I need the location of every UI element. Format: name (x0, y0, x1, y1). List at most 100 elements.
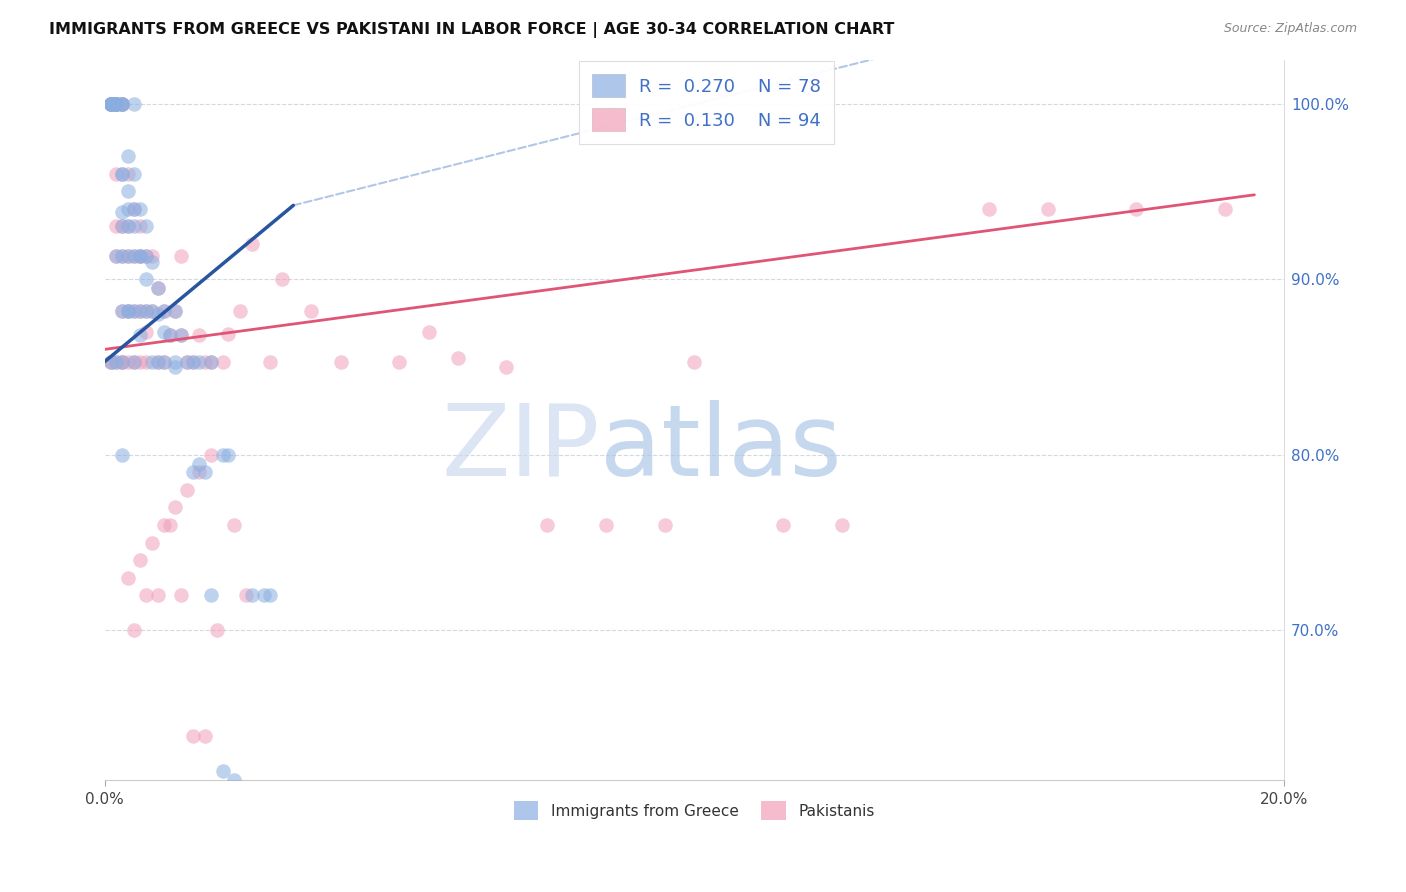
Point (105, 96, 128, 111)
Point (100, 96, 122, 111)
Point (117, 303, 139, 318)
Point (831, 518, 853, 533)
Point (122, 303, 145, 318)
Point (299, 303, 322, 318)
Point (194, 729, 217, 743)
Point (117, 219, 139, 234)
Point (129, 553, 152, 567)
Point (270, 272, 292, 286)
Point (388, 354, 411, 368)
Point (105, 96, 128, 111)
Point (122, 303, 145, 318)
Point (135, 272, 157, 286)
Point (111, 249, 134, 263)
Point (129, 219, 152, 234)
Text: atlas: atlas (600, 400, 842, 497)
Point (100, 96, 122, 111)
Point (141, 254, 163, 268)
Point (100, 96, 122, 111)
Point (122, 219, 145, 234)
Point (772, 518, 794, 533)
Point (135, 354, 157, 368)
Point (200, 588, 222, 602)
Point (135, 249, 157, 263)
Point (100, 96, 122, 111)
Point (135, 249, 157, 263)
Text: IMMIGRANTS FROM GREECE VS PAKISTANI IN LABOR FORCE | AGE 30-34 CORRELATION CHART: IMMIGRANTS FROM GREECE VS PAKISTANI IN L… (49, 22, 894, 38)
Point (224, 518, 246, 533)
Point (188, 328, 211, 343)
Point (122, 249, 145, 263)
Point (152, 354, 174, 368)
Point (111, 354, 134, 368)
Point (117, 219, 139, 234)
Point (135, 588, 157, 602)
Point (135, 219, 157, 234)
Point (141, 249, 163, 263)
Point (141, 303, 163, 318)
Point (194, 354, 217, 368)
Point (117, 167, 139, 181)
Point (111, 96, 134, 111)
Point (111, 205, 134, 219)
Point (111, 96, 134, 111)
Point (117, 303, 139, 318)
Point (122, 249, 145, 263)
Point (105, 96, 128, 111)
Point (447, 351, 470, 366)
Point (117, 303, 139, 318)
Point (224, 772, 246, 787)
Point (122, 167, 145, 181)
Point (129, 202, 152, 216)
Point (170, 328, 193, 343)
Point (105, 354, 128, 368)
Point (117, 149, 139, 163)
Point (105, 354, 128, 368)
Point (165, 500, 187, 515)
Point (129, 354, 152, 368)
Point (200, 354, 222, 368)
Point (146, 588, 169, 602)
Point (100, 96, 122, 111)
Point (146, 354, 169, 368)
Point (165, 359, 187, 374)
Point (329, 354, 352, 368)
Point (181, 354, 204, 368)
Point (170, 588, 193, 602)
Point (176, 354, 198, 368)
Point (181, 729, 204, 743)
Point (205, 624, 228, 638)
Point (135, 303, 157, 318)
Point (146, 354, 169, 368)
Point (111, 96, 134, 111)
Point (170, 249, 193, 263)
Point (240, 588, 263, 602)
Point (188, 354, 211, 368)
Point (141, 303, 163, 318)
Point (165, 354, 187, 368)
Point (111, 303, 134, 318)
Point (117, 571, 139, 585)
Point (105, 96, 128, 111)
Point (135, 303, 157, 318)
Point (188, 465, 211, 479)
Point (117, 202, 139, 216)
Point (122, 354, 145, 368)
Point (111, 219, 134, 234)
Point (100, 354, 122, 368)
Point (200, 354, 222, 368)
Point (146, 281, 169, 295)
Point (152, 325, 174, 339)
Point (200, 448, 222, 462)
Point (111, 354, 134, 368)
Point (165, 303, 187, 318)
Point (259, 354, 281, 368)
Point (122, 96, 145, 111)
Point (211, 448, 233, 462)
Point (100, 96, 122, 111)
Point (105, 167, 128, 181)
Point (122, 354, 145, 368)
Point (194, 465, 217, 479)
Point (122, 624, 145, 638)
Point (111, 167, 134, 181)
